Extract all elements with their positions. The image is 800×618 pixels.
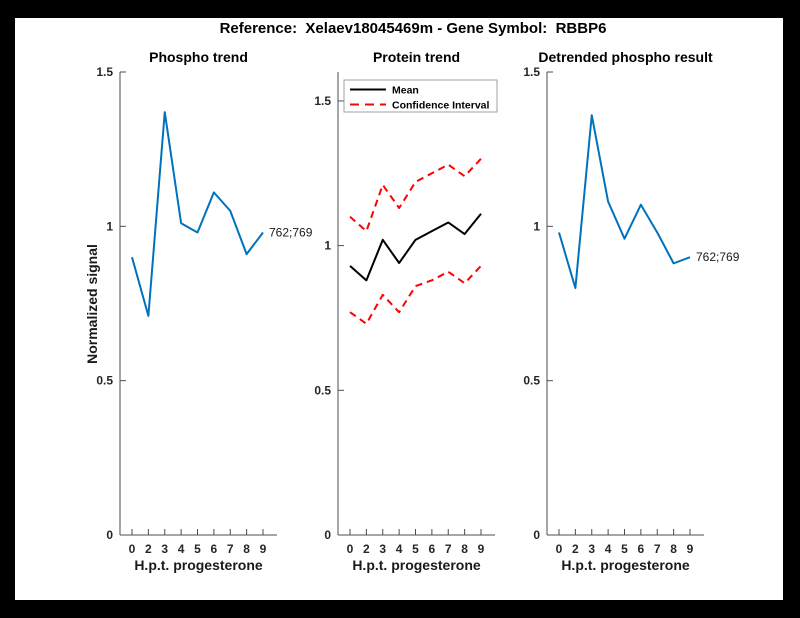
x-tick-label: 3	[379, 542, 386, 556]
legend-entry-label: Mean	[392, 85, 419, 97]
y-tick-label: 1.5	[314, 94, 331, 108]
x-tick-label: 8	[243, 542, 250, 556]
y-tick-label: 1	[106, 219, 113, 233]
x-tick-label: 3	[588, 542, 595, 556]
y-tick-label: 1	[533, 219, 540, 233]
y-tick-label: 1.5	[96, 65, 113, 79]
x-tick-label: 4	[178, 542, 185, 556]
series-line-ci-upper	[349, 158, 482, 233]
figure-background	[15, 18, 783, 600]
x-tick-label: 0	[347, 542, 354, 556]
x-tick-label: 5	[194, 542, 201, 556]
y-tick-label: 0	[533, 528, 540, 542]
x-tick-label: 9	[687, 542, 694, 556]
x-tick-label: 2	[572, 542, 579, 556]
x-tick-label: 8	[670, 542, 677, 556]
x-tick-label: 5	[621, 542, 628, 556]
subplot-title-protein-trend: Protein trend	[372, 49, 461, 65]
x-tick-label: 7	[654, 542, 661, 556]
series-line-ci-lower	[349, 265, 482, 325]
x-tick-label: 5	[412, 542, 419, 556]
y-tick-label: 0.5	[96, 374, 113, 388]
y-tick-label: 0	[324, 528, 331, 542]
y-tick-label: 0.5	[523, 374, 540, 388]
y-tick-label: 0.5	[314, 383, 331, 397]
series-line-mean	[349, 213, 482, 282]
x-tick-label: 6	[638, 542, 645, 556]
x-tick-label: 6	[211, 542, 218, 556]
series-annotation: 762;769	[269, 226, 313, 240]
x-axis-label-protein-trend: H.p.t. progesterone	[352, 557, 481, 573]
x-tick-label: 0	[556, 542, 563, 556]
x-tick-label: 6	[429, 542, 436, 556]
series-line-detrended-phospho-signal	[558, 114, 691, 290]
x-tick-label: 9	[260, 542, 267, 556]
series-line-phospho-signal	[131, 111, 264, 317]
y-tick-label: 0	[106, 528, 113, 542]
y-tick-label: 1.5	[523, 65, 540, 79]
legend-box	[343, 79, 498, 113]
x-tick-label: 3	[161, 542, 168, 556]
x-axis-label-phospho-trend: H.p.t. progesterone	[134, 557, 263, 573]
x-tick-label: 2	[363, 542, 370, 556]
x-tick-label: 9	[478, 542, 485, 556]
y-tick-label: 1	[324, 239, 331, 253]
x-tick-label: 2	[145, 542, 152, 556]
x-tick-label: 4	[396, 542, 403, 556]
legend-entry-label: Confidence Interval	[392, 100, 490, 112]
x-axis-label-detrended-phospho: H.p.t. progesterone	[561, 557, 690, 573]
x-tick-label: 0	[129, 542, 136, 556]
x-tick-label: 4	[605, 542, 612, 556]
series-annotation: 762;769	[696, 250, 740, 264]
subplot-title-detrended-phospho: Detrended phospho result	[538, 49, 713, 65]
figure-title: Reference: Xelaev18045469m - Gene Symbol…	[219, 20, 607, 37]
subplot-title-phospho-trend: Phospho trend	[149, 49, 248, 65]
x-tick-label: 7	[227, 542, 234, 556]
x-tick-label: 8	[461, 542, 468, 556]
x-tick-label: 7	[445, 542, 452, 556]
